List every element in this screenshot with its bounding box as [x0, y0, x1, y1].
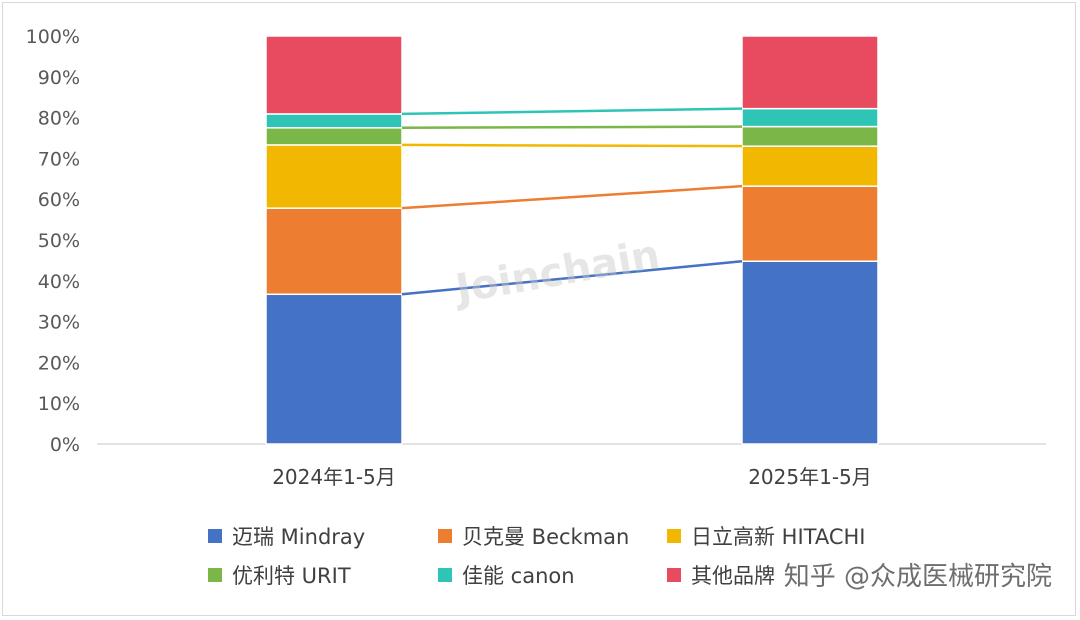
bar-segment	[741, 145, 879, 187]
legend: 迈瑞 Mindray 贝克曼 Beckman 日立高新 HITACHI 优利特 URI…	[208, 525, 866, 588]
bar-segment	[265, 144, 403, 209]
legend-label: 其他品牌	[691, 564, 775, 588]
legend-swatch	[208, 568, 222, 582]
y-tick-label: 50%	[38, 230, 80, 252]
legend-label: 佳能 canon	[462, 564, 575, 588]
bar-segment	[741, 125, 879, 147]
y-axis-ticks: 0% 10% 20% 30% 40% 50% 60% 70% 80% 90% 100%	[26, 26, 80, 456]
legend-swatch	[438, 529, 452, 543]
bar-segment	[741, 107, 879, 128]
bar-segment	[265, 293, 403, 445]
legend-swatch	[208, 529, 222, 543]
x-category-label: 2025年1-5月	[748, 465, 872, 489]
watermark: Joinchain	[449, 232, 663, 314]
bar-segment	[265, 35, 403, 115]
x-axis-categories: 2024年1-5月 2025年1-5月	[272, 465, 872, 489]
legend-swatch	[667, 568, 681, 582]
connector-line	[401, 107, 743, 116]
source-credit: 知乎 @众成医械研究院	[784, 562, 1052, 592]
y-tick-label: 100%	[26, 26, 80, 48]
bar-segment	[265, 113, 403, 129]
y-tick-label: 90%	[38, 67, 80, 89]
bar-segments	[265, 35, 879, 445]
connector-lines	[401, 107, 743, 296]
bar-segment	[741, 260, 879, 445]
y-tick-label: 0%	[50, 434, 80, 456]
legend-swatch	[667, 529, 681, 543]
y-tick-label: 30%	[38, 312, 80, 334]
bar-segment	[265, 207, 403, 296]
legend-label: 日立高新 HITACHI	[691, 525, 866, 549]
y-tick-label: 40%	[38, 271, 80, 293]
bar-segment	[741, 35, 879, 110]
y-tick-label: 70%	[38, 148, 80, 170]
y-tick-label: 10%	[38, 393, 80, 415]
legend-label: 迈瑞 Mindray	[232, 525, 365, 549]
connector-line	[401, 143, 743, 148]
y-tick-label: 80%	[38, 108, 80, 130]
x-category-label: 2024年1-5月	[272, 465, 396, 489]
legend-swatch	[438, 568, 452, 582]
y-tick-label: 20%	[38, 352, 80, 374]
legend-label: 贝克曼 Beckman	[462, 525, 629, 549]
y-tick-label: 60%	[38, 189, 80, 211]
connector-line	[401, 125, 743, 130]
connector-line	[401, 184, 743, 210]
bar-segment	[265, 127, 403, 146]
connector-line	[401, 259, 743, 296]
legend-label: 优利特 URIT	[232, 564, 351, 588]
bar-segment	[741, 185, 879, 262]
